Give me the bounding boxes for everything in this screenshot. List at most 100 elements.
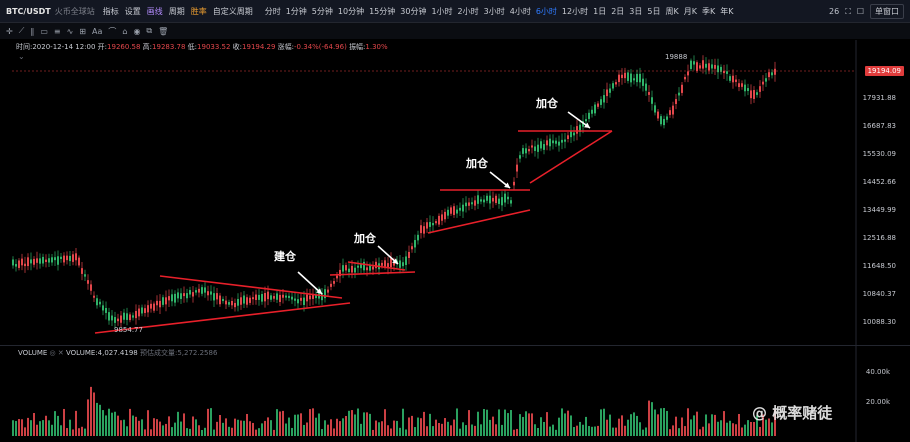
rect-tool-icon[interactable]: ▭ bbox=[40, 26, 48, 36]
period-option[interactable]: 12小时 bbox=[561, 6, 589, 16]
layout-select[interactable]: 单窗口 bbox=[870, 4, 904, 19]
period-option[interactable]: 2小时 bbox=[457, 6, 479, 16]
winrate-button[interactable]: 胜率 bbox=[190, 6, 207, 16]
candle-body bbox=[93, 295, 95, 298]
crosshair-icon[interactable]: ✛ bbox=[6, 26, 13, 36]
measure-tool-icon[interactable]: ⊞ bbox=[79, 26, 86, 36]
volume-bar bbox=[282, 410, 284, 436]
candle-body bbox=[372, 266, 374, 270]
period-option[interactable]: 1日 bbox=[593, 6, 607, 16]
volume-bar bbox=[396, 420, 398, 436]
candle-body bbox=[327, 289, 329, 293]
period-option[interactable]: 5分钟 bbox=[311, 6, 333, 16]
period-option[interactable]: 15分钟 bbox=[369, 6, 396, 16]
delete-icon[interactable]: 🗑 bbox=[158, 26, 169, 36]
fib-tool-icon[interactable]: ≡ bbox=[53, 26, 61, 36]
pane-divider[interactable] bbox=[0, 345, 910, 346]
candle-body bbox=[114, 317, 116, 323]
period-button[interactable]: 周期 bbox=[168, 6, 185, 16]
volume-bar bbox=[558, 417, 560, 436]
draw-button[interactable]: 画线 bbox=[146, 6, 163, 16]
eye-icon[interactable]: ◉ bbox=[133, 26, 141, 36]
volume-bar bbox=[147, 410, 149, 436]
window-icon[interactable]: ☐ bbox=[856, 7, 864, 16]
candle-body bbox=[702, 60, 704, 69]
candle-body bbox=[24, 263, 26, 267]
arrow-head-icon bbox=[504, 182, 510, 188]
candle-body bbox=[126, 313, 128, 320]
volume-bar bbox=[255, 429, 257, 436]
lock-icon[interactable]: ⌂ bbox=[122, 26, 128, 36]
period-option[interactable]: 分时 bbox=[264, 6, 281, 16]
candle-body bbox=[354, 267, 356, 273]
candle-body bbox=[708, 63, 710, 71]
copy-icon[interactable]: ⧉ bbox=[146, 26, 153, 35]
candle-body bbox=[144, 308, 146, 313]
candle-body bbox=[390, 258, 392, 268]
candle-body bbox=[69, 255, 71, 262]
volume-bar bbox=[471, 424, 473, 436]
volume-bar bbox=[468, 410, 470, 436]
volume-bar bbox=[45, 415, 47, 436]
period-option[interactable]: 1分钟 bbox=[285, 6, 307, 16]
candle-body bbox=[651, 97, 653, 104]
custom-period-button[interactable]: 自定义周期 bbox=[212, 6, 253, 16]
volume-bar bbox=[717, 421, 719, 436]
candle-body bbox=[723, 70, 725, 74]
candle-body bbox=[357, 265, 359, 268]
settings-button[interactable]: 设置 bbox=[124, 6, 141, 16]
period-option[interactable]: 6小时 bbox=[535, 6, 557, 16]
fullscreen-icon[interactable]: ⛶ bbox=[845, 6, 851, 16]
candle-body bbox=[642, 78, 644, 86]
candle-body bbox=[285, 295, 287, 298]
candle-body bbox=[171, 294, 173, 302]
trend-line bbox=[94, 302, 351, 334]
channel-tool-icon[interactable]: ∥ bbox=[30, 26, 35, 36]
volume-bar bbox=[420, 418, 422, 436]
candle-body bbox=[195, 290, 197, 293]
period-option[interactable]: 周K bbox=[665, 6, 679, 16]
period-option[interactable]: 4小时 bbox=[509, 6, 531, 16]
wave-tool-icon[interactable]: ∿ bbox=[66, 26, 74, 36]
candle-body bbox=[54, 257, 56, 261]
candle-body bbox=[567, 135, 569, 139]
period-option[interactable]: 年K bbox=[720, 6, 734, 16]
volume-bar bbox=[753, 422, 755, 436]
volume-bar bbox=[516, 428, 518, 436]
candle-body bbox=[84, 274, 86, 277]
period-option[interactable]: 2日 bbox=[611, 6, 625, 16]
period-option[interactable]: 3小时 bbox=[483, 6, 505, 16]
period-option[interactable]: 30分钟 bbox=[400, 6, 427, 16]
candle-body bbox=[15, 264, 17, 267]
magnet-icon[interactable]: ⌒ bbox=[108, 26, 117, 36]
volume-bar bbox=[507, 413, 509, 436]
line-tool-icon[interactable]: ⟋ bbox=[18, 26, 25, 35]
candle-body bbox=[471, 202, 473, 205]
candle-body bbox=[576, 126, 578, 134]
period-option[interactable]: 3日 bbox=[629, 6, 643, 16]
candle-body bbox=[435, 221, 437, 224]
candle-body bbox=[105, 308, 107, 313]
candle-body bbox=[402, 262, 404, 267]
volume-bar bbox=[216, 421, 218, 436]
collapse-chevron-icon[interactable]: ⌄ bbox=[18, 52, 25, 61]
candle-body bbox=[207, 291, 209, 296]
text-tool-icon[interactable]: Aa bbox=[91, 26, 103, 36]
candle-body bbox=[234, 302, 236, 308]
volume-bar bbox=[708, 423, 710, 436]
period-option[interactable]: 季K bbox=[701, 6, 716, 16]
volume-bar bbox=[336, 418, 338, 436]
volume-bar bbox=[462, 422, 464, 436]
volume-bar bbox=[225, 418, 227, 436]
volume-bar bbox=[504, 409, 506, 436]
period-option[interactable]: 月K bbox=[683, 6, 697, 16]
volume-bar bbox=[81, 426, 83, 436]
period-option[interactable]: 1小时 bbox=[431, 6, 453, 16]
period-option[interactable]: 10分钟 bbox=[337, 6, 365, 16]
volume-bar bbox=[414, 427, 416, 436]
volume-bar bbox=[126, 426, 128, 436]
period-option[interactable]: 5日 bbox=[647, 6, 661, 16]
symbol-name[interactable]: BTC/USDT bbox=[6, 6, 51, 16]
indicator-button[interactable]: 指标 bbox=[102, 6, 119, 16]
